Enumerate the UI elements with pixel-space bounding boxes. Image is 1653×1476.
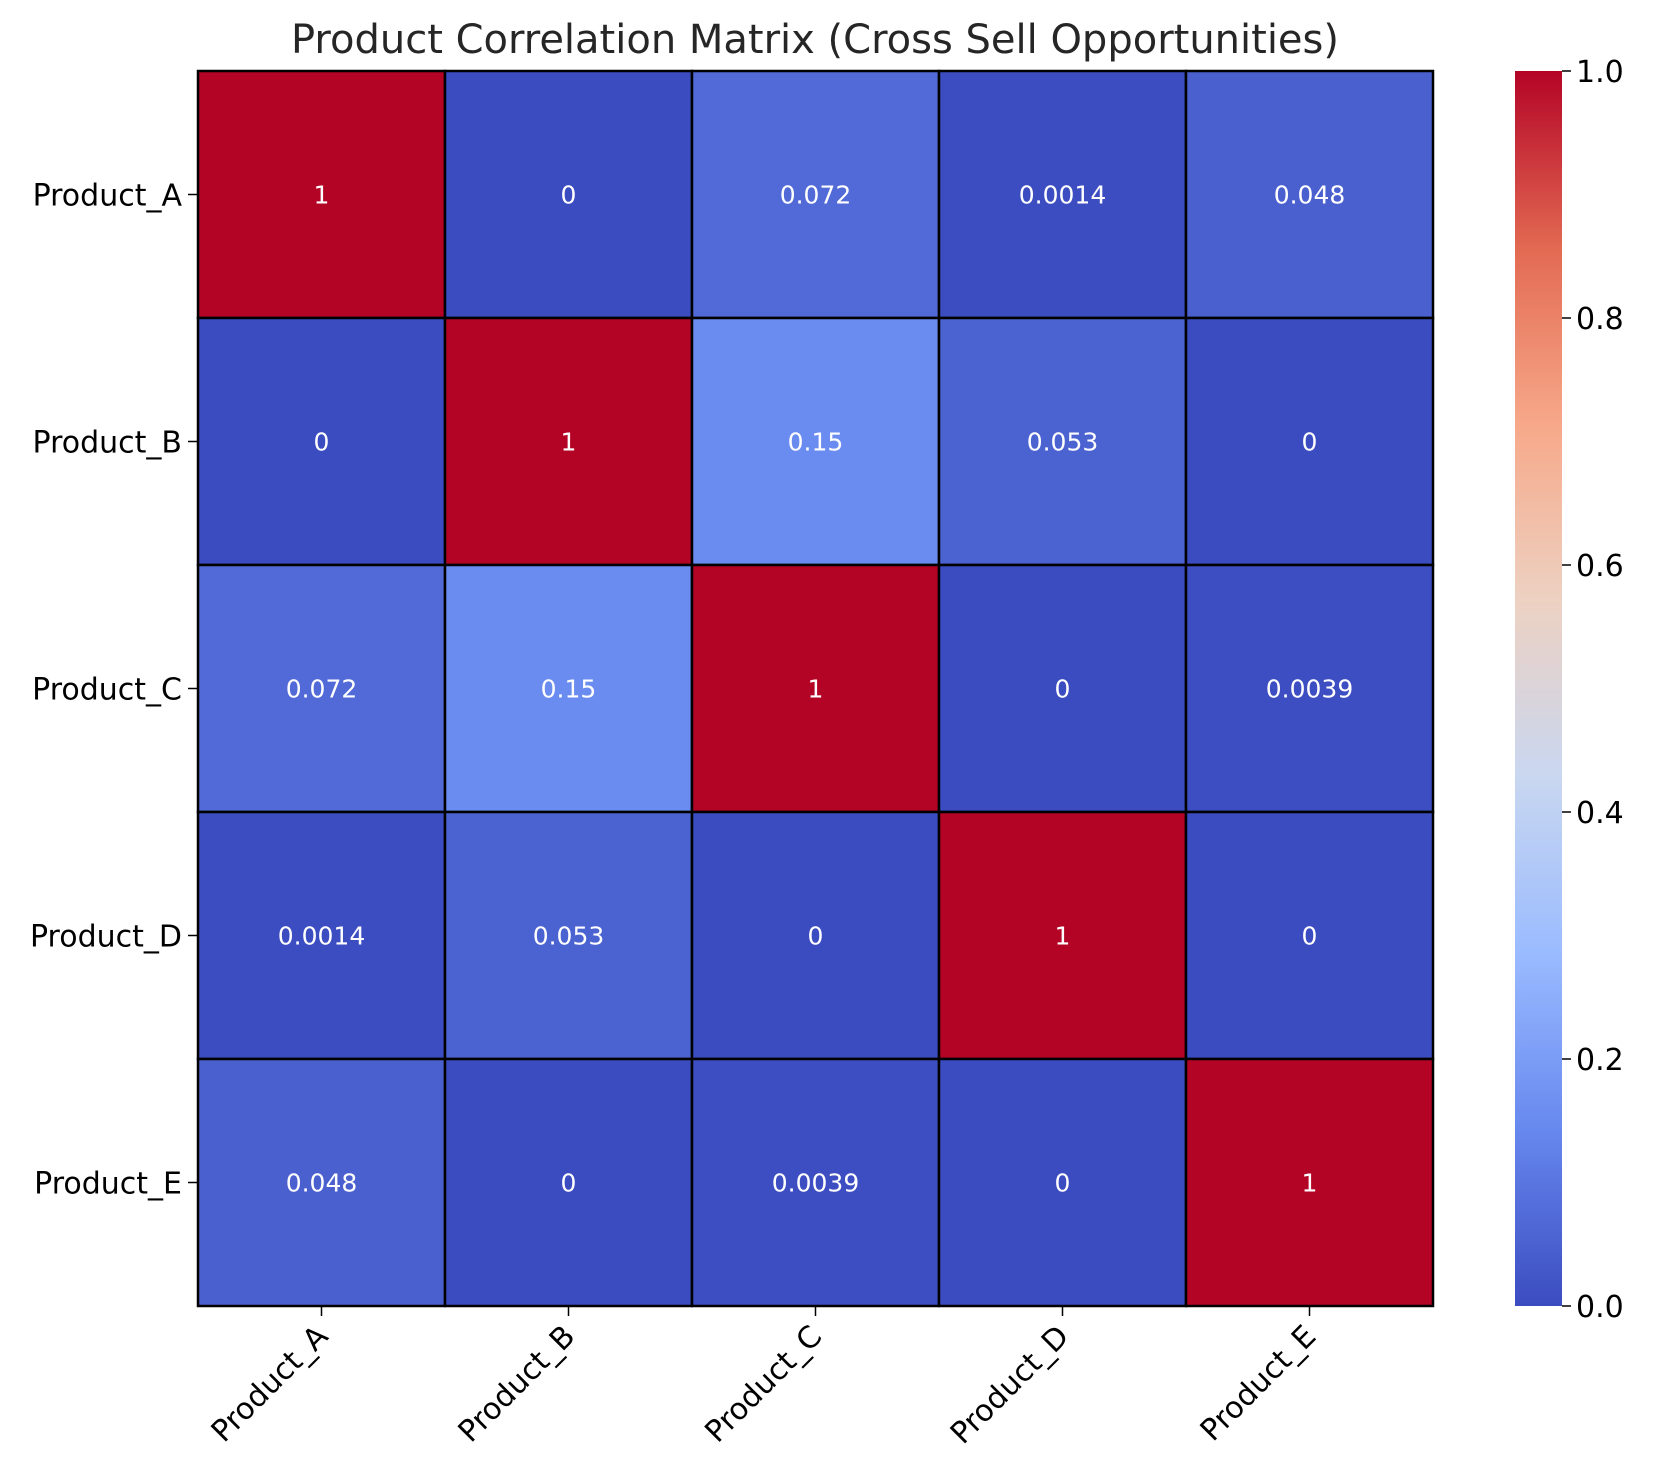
chart-title: Product Correlation Matrix (Cross Sell O… [291, 17, 1339, 63]
cell-value-label: 0.048 [286, 1169, 358, 1198]
heatmap-cell [196, 316, 447, 567]
cell-value-label: 0.072 [286, 675, 358, 704]
heatmap-cell [1184, 810, 1435, 1061]
cell-value-label: 0.0014 [278, 922, 365, 951]
y-tick-label: Product_E [34, 1167, 182, 1202]
x-tick-label: Product_E [1194, 1319, 1323, 1448]
cell-value-label: 1 [1055, 922, 1071, 951]
heatmap-cell [1184, 563, 1435, 814]
heatmap-cell [937, 563, 1188, 814]
colorbar-gradient [1515, 71, 1562, 1306]
colorbar-tick-label: 0.4 [1576, 796, 1624, 831]
colorbar-tick-label: 1.0 [1576, 55, 1624, 90]
y-tick-label: Product_B [33, 426, 183, 461]
cell-value-label: 1 [1302, 1169, 1318, 1198]
heatmap-cell [443, 1057, 694, 1308]
colorbar-tick-label: 0.8 [1576, 302, 1624, 337]
y-tick-label: Product_C [32, 673, 182, 708]
heatmap-cell [690, 810, 941, 1061]
heatmap-cell [443, 563, 694, 814]
heatmap-cell [443, 810, 694, 1061]
colorbar-tick-label: 0.6 [1576, 549, 1624, 584]
cell-value-label: 0 [1302, 428, 1318, 457]
heatmap-cell [690, 1057, 941, 1308]
x-axis: Product_A Product_B Product_C Product_D Prod… [205, 1306, 1323, 1451]
colorbar: 0.0 0.2 0.4 0.6 0.8 1.0 [1515, 55, 1624, 1325]
cell-value-label: 1 [808, 675, 824, 704]
x-tick-label: Product_D [944, 1319, 1076, 1451]
y-axis: Product_A Product_B Product_C Product_D Prod… [30, 179, 198, 1202]
heatmap-cell [1184, 69, 1435, 320]
heatmap-cell [196, 1057, 447, 1308]
cell-value-label: 0 [1302, 922, 1318, 951]
cell-value-label: 0.15 [541, 675, 597, 704]
y-tick-label: Product_D [30, 920, 182, 955]
cell-value-label: 0.053 [533, 922, 605, 951]
cell-value-label: 0.0014 [1019, 181, 1106, 210]
cell-value-label: 0.15 [788, 428, 844, 457]
cell-value-label: 0 [314, 428, 330, 457]
cell-value-label: 0 [808, 922, 824, 951]
heatmap-cell [937, 69, 1188, 320]
heatmap-cell [443, 69, 694, 320]
cell-value-label: 0.0039 [772, 1169, 859, 1198]
x-tick-label: Product_A [205, 1319, 336, 1450]
heatmap-cell [1184, 1057, 1435, 1308]
heatmap-cell [1184, 316, 1435, 567]
cell-value-label: 0 [1055, 675, 1071, 704]
heatmap-cell [937, 810, 1188, 1061]
cell-value-label: 0.048 [1274, 181, 1346, 210]
cell-value-label: 0.072 [780, 181, 852, 210]
colorbar-tick-label: 0.2 [1576, 1043, 1624, 1078]
cell-value-label: 0.0039 [1266, 675, 1353, 704]
cell-value-label: 1 [314, 181, 330, 210]
heatmap-cell [690, 563, 941, 814]
cell-value-label: 0.053 [1027, 428, 1099, 457]
heatmap-cell [690, 69, 941, 320]
heatmap-cell [196, 69, 447, 320]
cell-value-label: 0 [561, 181, 577, 210]
x-tick-label: Product_C [698, 1319, 829, 1450]
colorbar-tick-label: 0.0 [1576, 1290, 1624, 1325]
y-tick-label: Product_A [33, 179, 183, 214]
cell-value-label: 0 [561, 1169, 577, 1198]
x-tick-label: Product_B [452, 1319, 582, 1449]
cell-value-label: 1 [561, 428, 577, 457]
cell-value-labels: 1 0 0.072 0.0014 0.048 0 1 0.15 0.053 0 0.072 0.15 1… [278, 181, 1353, 1198]
cell-value-label: 0 [1055, 1169, 1071, 1198]
heatmap-cell [690, 316, 941, 567]
heatmap-cells [196, 69, 1435, 1308]
